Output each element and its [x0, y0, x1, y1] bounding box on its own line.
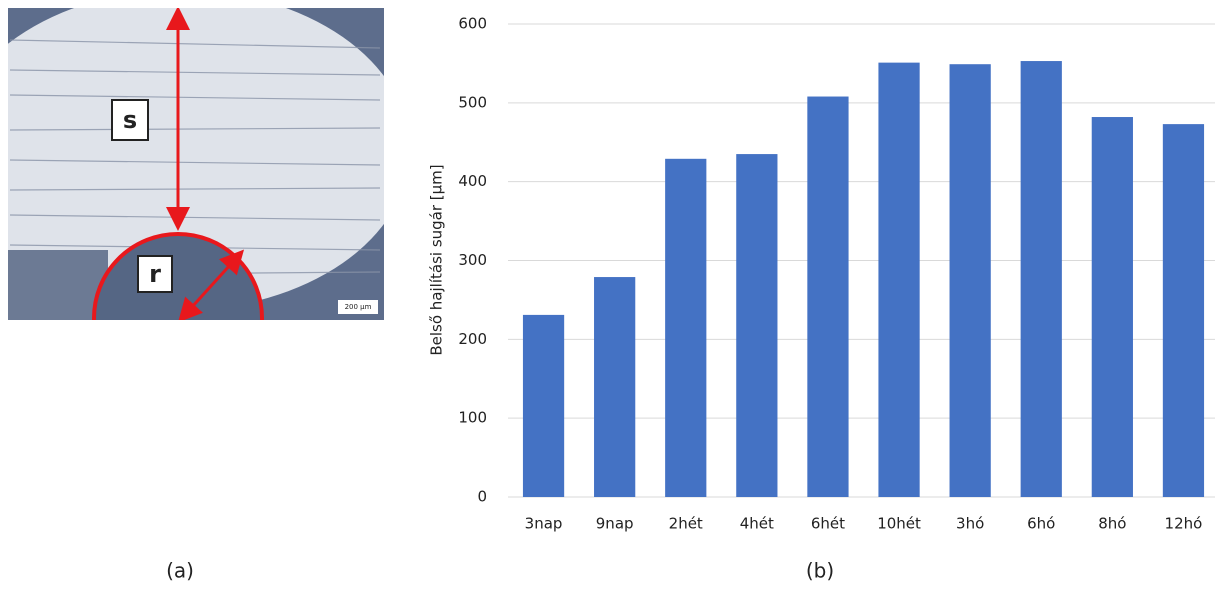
y-tick-label: 400	[458, 172, 487, 190]
bar	[522, 314, 565, 497]
y-tick-label: 0	[477, 488, 487, 506]
x-tick-label: 8hó	[1098, 515, 1126, 533]
x-tick-label: 10hét	[877, 515, 921, 533]
x-tick-label: 6hó	[1027, 515, 1055, 533]
x-tick-label: 9nap	[596, 515, 634, 533]
x-tick-label: 2hét	[669, 515, 703, 533]
bar	[665, 158, 707, 497]
bar	[807, 96, 849, 497]
label-r: r	[149, 260, 161, 288]
bar	[1091, 117, 1133, 498]
micrograph: s r 200 µm	[8, 8, 384, 320]
x-tick-label: 4hét	[740, 515, 774, 533]
bar	[878, 62, 920, 498]
caption-b: (b)	[806, 559, 834, 583]
bar	[1162, 124, 1205, 497]
y-tick-label: 100	[458, 409, 487, 427]
y-tick-label: 500	[458, 93, 487, 111]
bar	[594, 277, 636, 497]
x-tick-label: 12hó	[1165, 515, 1203, 533]
bar	[736, 154, 778, 497]
bar	[949, 64, 991, 497]
scale-bar: 200 µm	[345, 303, 372, 311]
y-tick-label: 600	[458, 15, 487, 33]
caption-a: (a)	[166, 559, 194, 583]
bar	[1020, 61, 1062, 497]
y-tick-label: 200	[458, 330, 487, 348]
y-axis-label: Belső hajlítási sugár [µm]	[428, 164, 446, 355]
x-tick-label: 3nap	[525, 515, 563, 533]
x-tick-label: 3hó	[956, 515, 984, 533]
label-s: s	[123, 106, 137, 134]
x-tick-label: 6hét	[811, 515, 845, 533]
y-tick-label: 300	[458, 251, 487, 269]
